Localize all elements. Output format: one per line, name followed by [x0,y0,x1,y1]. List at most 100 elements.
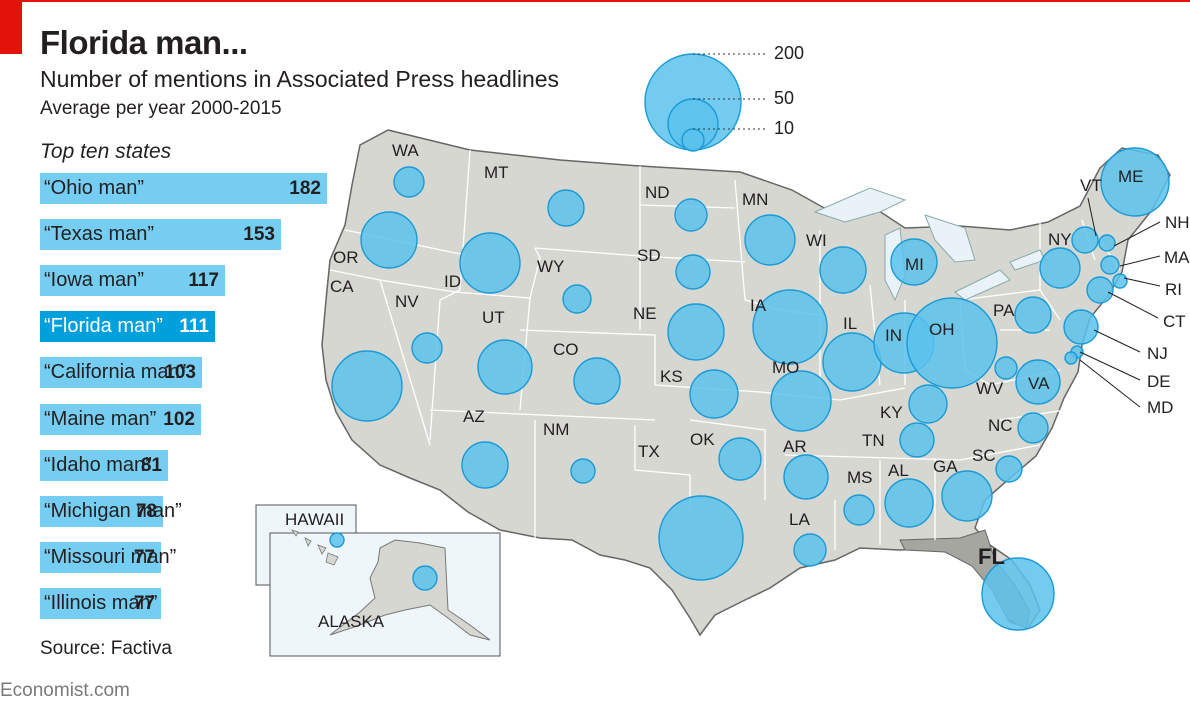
state-bubble [1014,296,1052,334]
key-label: 50 [774,88,795,108]
state-bubble [573,357,621,405]
state-label-pa: PA [993,301,1015,320]
bar-1: “Texas man” 153 [40,219,281,251]
state-bubble [393,166,425,198]
bar-value: 153 [243,224,275,246]
chart-title: Florida man... [40,24,248,61]
state-label-id: ID [444,272,461,291]
state-label-ia: IA [750,296,767,315]
state-bubble [884,478,934,528]
state-label-ut: UT [482,308,505,327]
state-bubble [1100,255,1120,275]
bar-3: “Florida man” 111 [40,311,215,343]
state-bubbles [329,147,1170,631]
state-label-va: VA [1028,374,1050,393]
bar-label: “Florida man” [44,315,163,338]
bar-label: “Ohio man” [44,177,145,199]
hawaii-label: HAWAII [285,510,345,529]
state-bubble [819,246,867,294]
state-label-nv: NV [395,292,419,311]
state-label-ms: MS [847,468,873,487]
state-label-oh: OH [929,320,955,339]
state-label-nh: NH [1165,213,1190,232]
state-bubble [461,441,509,489]
state-bubble [675,254,711,290]
state-bubble [822,332,882,392]
key-circle [681,128,705,152]
state-bubble [477,339,533,395]
state-bubble [793,533,827,567]
state-bubble [1098,234,1116,252]
state-bubble [658,495,744,581]
state-label-ca: CA [330,277,354,296]
state-label-nm: NM [543,420,570,439]
state-bubble [941,470,993,522]
bar-label: “California man” [44,361,187,384]
bar-label: “Missouri man” [44,545,177,568]
state-label-tx: TX [638,442,660,461]
bar-value: 77 [133,592,155,614]
bar-value: 182 [289,178,321,199]
alaska-shape [329,539,491,641]
bar-9: “Illinois man” 77 [40,587,161,619]
bar-4: “California man” 103 [40,357,202,389]
label-leaders [1079,197,1161,408]
size-key [644,53,768,152]
state-label-co: CO [553,340,579,359]
state-label-ok: OK [690,430,715,449]
alaska-label: ALASKA [318,612,385,631]
state-label-de: DE [1147,372,1171,391]
top-ten-heading: Top ten states [40,140,172,163]
state-bubble [411,332,443,364]
state-label-il: IL [843,314,858,333]
state-label-wi: WI [806,231,827,250]
state-bubble [981,557,1055,631]
state-bubble [689,369,739,419]
state-label-ky: KY [880,403,903,422]
state-label-sc: SC [972,446,996,465]
state-bubble [1017,412,1049,444]
bar-5: “Maine man” 102 [40,403,201,435]
state-label-mn: MN [742,190,769,209]
state-label-ri: RI [1165,280,1182,299]
state-bubble [331,350,403,422]
bar-value: 111 [179,316,209,338]
state-bubble [744,214,796,266]
bar-2: “Iowa man” 117 [40,265,225,297]
chart-subtitle: Number of mentions in Associated Press h… [40,66,560,92]
state-label-in: IN [885,326,902,345]
bar-6: “Idaho man” 81 [40,449,168,481]
bar-label: “Illinois man” [44,591,158,614]
state-label-wv: WV [976,379,1004,398]
state-label-mo: MO [772,358,800,377]
state-bubble [329,532,345,548]
state-label-az: AZ [463,407,485,426]
bar-value: 103 [164,362,196,384]
bar-label: “Texas man” [44,223,155,246]
state-bubble [1015,359,1061,405]
state-bubble [1064,351,1078,365]
state-label-fl: FL [978,544,1005,569]
bar-value: 78 [135,500,157,522]
bar-0: “Ohio man” 182 [40,173,327,204]
state-bubble [459,232,521,294]
state-bubble [908,384,948,424]
chart-period: Average per year 2000-2015 [40,98,282,119]
state-bubble [1063,309,1099,345]
state-label-wa: WA [392,141,419,160]
bar-7: “Michigan man” 78 [40,495,182,527]
state-label-nd: ND [645,183,670,202]
hawaii-islands [291,529,339,566]
state-bubble [994,356,1018,380]
state-label-mt: MT [484,163,509,182]
key-label: 200 [774,43,805,63]
top-rule [0,0,1190,2]
state-label-ma: MA [1164,248,1190,267]
state-label-ks: KS [660,367,683,386]
state-bubble [1039,247,1081,289]
brand-tag [0,0,22,54]
state-label-al: AL [888,461,909,480]
state-bubble [570,458,596,484]
state-bubble [890,238,938,286]
